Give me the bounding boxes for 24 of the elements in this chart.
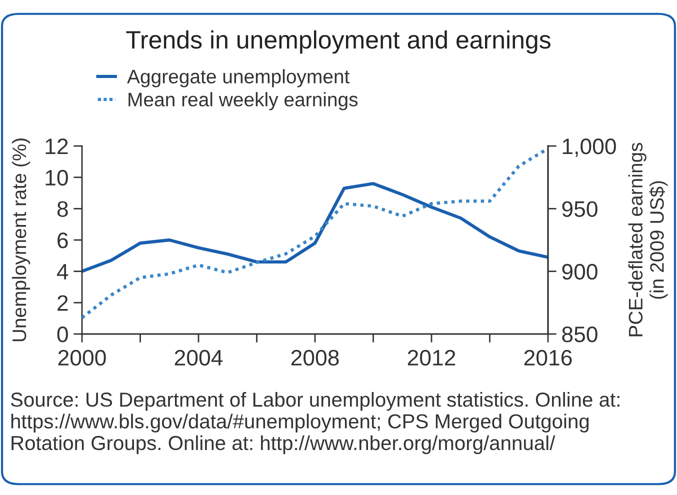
x-tick-label: 2000: [58, 350, 106, 366]
source-note: Source: US Department of Labor unemployment statistics. Online at: https://www.bls.gov/data/#unemployment; CPS Merged Outgoing Rotation Groups. Online at: http://www.nber.org/morg/annual/: [10, 392, 620, 454]
x-tick-label: 2016: [524, 350, 572, 366]
y2-axis-title: PCE-deflated earnings (in 2009 US$): [628, 142, 668, 336]
y2-tick-label: 850: [562, 326, 598, 342]
y-tick-label: 4: [56, 264, 68, 280]
y-tick-label: 12: [46, 138, 68, 154]
legend-label: Aggregate unemployment: [127, 69, 350, 88]
y-tick-label: 6: [58, 232, 68, 248]
x-tick-label: 2004: [174, 350, 223, 366]
y-tick-label: 8: [57, 201, 68, 217]
line-series: [82, 182, 548, 273]
x-tick-label: 2012: [408, 350, 456, 366]
x-tick-label: 2008: [291, 350, 339, 366]
y-tick-label: 2: [58, 295, 68, 311]
chart-title: Trends in unemployment and earnings: [126, 30, 550, 54]
y2-tick-label: 900: [562, 264, 598, 280]
y-axis-title: Unemployment rate (%): [12, 138, 30, 342]
legend-label: Mean real weekly earnings: [128, 92, 358, 110]
line-series: [82, 146, 548, 320]
y2-tick-label: 950: [562, 201, 598, 217]
y-tick-label: 0: [57, 326, 68, 342]
y2-tick-label: 1,000: [562, 138, 616, 157]
y-tick-label: 10: [46, 170, 68, 186]
